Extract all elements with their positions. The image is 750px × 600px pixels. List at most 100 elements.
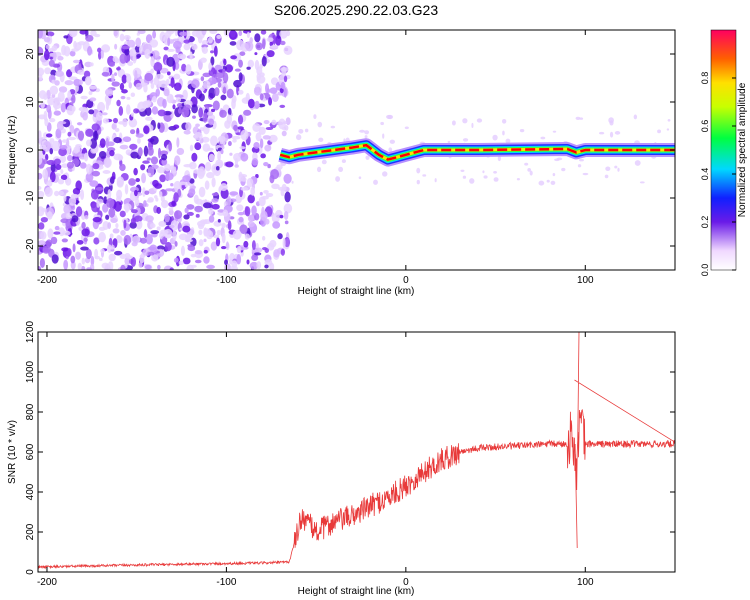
colorbar-tick-label-1: 0.2 bbox=[700, 216, 710, 229]
noise-blob bbox=[58, 121, 67, 125]
noise-blob bbox=[66, 105, 75, 116]
noise-blob bbox=[135, 37, 142, 48]
noise-blob bbox=[64, 80, 74, 86]
noise-blob bbox=[128, 82, 132, 89]
faint-blob bbox=[519, 129, 525, 133]
noise-blob bbox=[260, 210, 268, 221]
noise-blob bbox=[81, 221, 86, 230]
noise-blob bbox=[260, 30, 267, 35]
noise-blob bbox=[147, 172, 151, 176]
noise-blob bbox=[194, 142, 202, 151]
noise-blob bbox=[66, 161, 75, 169]
noise-blob bbox=[252, 123, 261, 132]
noise-blob bbox=[219, 137, 224, 145]
noise-blob bbox=[159, 191, 163, 198]
noise-blob bbox=[107, 246, 115, 250]
spectrogram-x-tick-label-3: 100 bbox=[577, 275, 594, 286]
faint-blob bbox=[382, 133, 385, 139]
noise-blob bbox=[114, 201, 122, 212]
noise-blob bbox=[101, 262, 110, 269]
faint-blob bbox=[386, 114, 392, 119]
noise-blob bbox=[88, 90, 93, 96]
noise-blob bbox=[231, 260, 238, 268]
faint-blob bbox=[561, 167, 566, 172]
noise-blob bbox=[163, 89, 170, 97]
noise-blob bbox=[57, 190, 64, 196]
noise-blob bbox=[254, 33, 261, 43]
noise-blob bbox=[106, 197, 115, 209]
noise-blob bbox=[227, 220, 232, 231]
noise-blob bbox=[130, 256, 136, 267]
faint-blob bbox=[380, 121, 384, 126]
noise-blob bbox=[208, 62, 212, 71]
faint-blob bbox=[604, 174, 609, 179]
noise-blob bbox=[281, 130, 287, 137]
noise-blob bbox=[206, 171, 215, 179]
noise-blob bbox=[72, 187, 81, 195]
noise-blob bbox=[145, 116, 153, 121]
faint-blob bbox=[317, 121, 323, 128]
noise-blob bbox=[198, 239, 204, 247]
noise-blob bbox=[49, 147, 54, 155]
noise-blob bbox=[169, 94, 174, 103]
noise-blob bbox=[198, 186, 206, 198]
noise-blob bbox=[109, 233, 114, 239]
noise-blob bbox=[77, 41, 86, 46]
noise-blob bbox=[264, 248, 269, 254]
noise-blob bbox=[150, 230, 160, 235]
faint-blob bbox=[321, 159, 327, 165]
faint-blob bbox=[582, 172, 589, 176]
noise-blob bbox=[214, 87, 220, 96]
noise-blob bbox=[286, 30, 291, 37]
noise-blob bbox=[54, 80, 60, 86]
noise-blob bbox=[50, 69, 57, 76]
faint-blob bbox=[460, 169, 465, 172]
noise-blob bbox=[60, 169, 64, 175]
faint-blob bbox=[493, 177, 499, 182]
noise-blob bbox=[271, 183, 280, 190]
noise-blob bbox=[75, 206, 83, 218]
noise-blob bbox=[69, 50, 76, 57]
noise-blob bbox=[184, 182, 189, 188]
noise-blob bbox=[254, 59, 260, 71]
noise-blob bbox=[143, 229, 148, 238]
noise-blob bbox=[126, 96, 131, 100]
noise-blob bbox=[224, 64, 233, 73]
faint-blob bbox=[579, 158, 584, 162]
noise-blob bbox=[38, 154, 43, 166]
noise-blob bbox=[194, 259, 202, 264]
faint-blob bbox=[575, 116, 581, 121]
noise-blob bbox=[134, 197, 140, 207]
noise-blob bbox=[92, 216, 102, 223]
noise-blob bbox=[150, 57, 155, 67]
noise-blob bbox=[172, 104, 176, 110]
noise-blob bbox=[40, 231, 47, 240]
noise-blob bbox=[220, 94, 227, 101]
noise-blob bbox=[262, 38, 266, 50]
noise-blob bbox=[163, 46, 169, 51]
noise-blob bbox=[45, 31, 55, 37]
noise-blob bbox=[122, 118, 128, 128]
faint-blob bbox=[657, 129, 662, 134]
noise-blob bbox=[119, 82, 125, 91]
noise-blob bbox=[109, 149, 115, 157]
faint-blob bbox=[335, 176, 341, 182]
noise-blob bbox=[38, 222, 45, 230]
noise-blob bbox=[177, 107, 182, 114]
faint-blob bbox=[577, 164, 582, 168]
noise-blob bbox=[53, 231, 61, 235]
noise-blob bbox=[43, 132, 48, 139]
noise-blob bbox=[114, 43, 118, 50]
noise-blob bbox=[191, 30, 201, 37]
noise-blob bbox=[212, 100, 220, 111]
noise-blob bbox=[255, 42, 263, 51]
noise-blob bbox=[72, 243, 76, 253]
snr-y-tick-label-0: 0 bbox=[25, 569, 36, 575]
noise-blob bbox=[115, 223, 119, 229]
noise-blob bbox=[131, 241, 138, 247]
noise-blob bbox=[92, 130, 99, 141]
noise-blob bbox=[222, 86, 227, 95]
noise-blob bbox=[38, 90, 47, 100]
noise-blob bbox=[169, 224, 175, 229]
